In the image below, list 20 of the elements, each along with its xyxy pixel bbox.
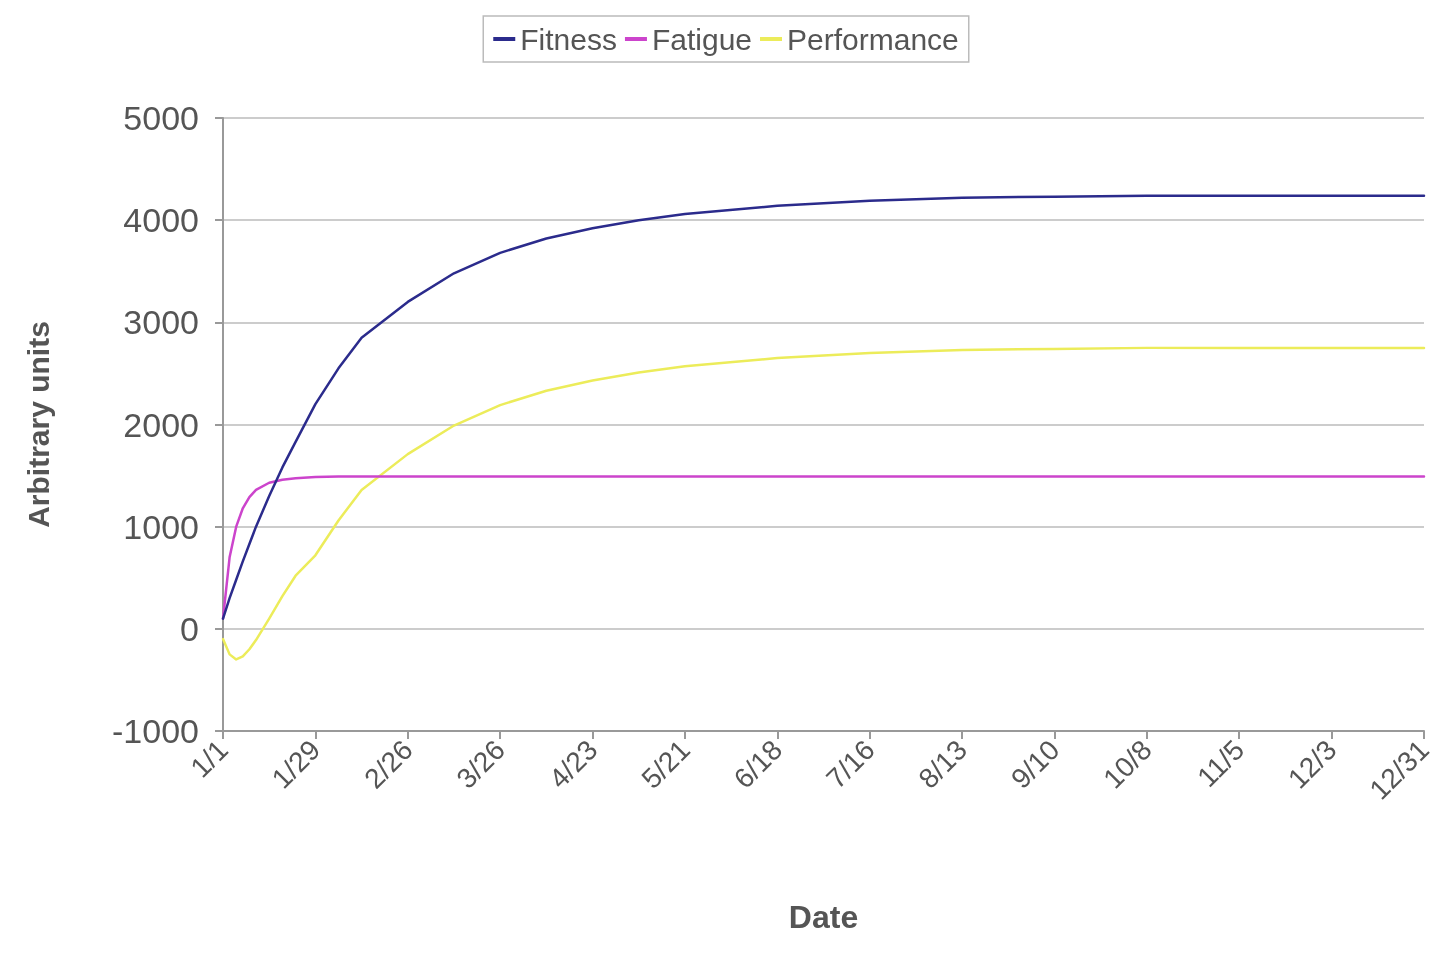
y-tick-label: 3000 [123, 303, 199, 342]
x-tick-label: 7/16 [820, 734, 881, 795]
x-tick-label: 8/13 [912, 734, 974, 795]
y-tick-label: -1000 [112, 712, 199, 750]
legend-label: Fitness [520, 22, 617, 56]
y-axis-title: Arbitrary units [21, 321, 55, 528]
y-tick-label: 5000 [123, 99, 199, 137]
y-tick-label: 1000 [123, 507, 199, 546]
x-axis-title: Date [788, 899, 859, 935]
x-tick-label: 11/5 [1191, 734, 1251, 794]
legend-label: Fatigue [651, 22, 753, 56]
legend-label: Performance [787, 22, 959, 56]
x-tick-label: 3/26 [450, 734, 512, 795]
x-tick-label: 9/10 [1004, 734, 1066, 795]
y-tick-label: 0 [180, 609, 199, 648]
y-tick-label: 4000 [123, 201, 199, 240]
x-tick-label: 6/18 [727, 734, 789, 795]
x-tick-label: 4/23 [543, 734, 604, 795]
y-tick-label: 2000 [123, 405, 199, 444]
x-tick-label: 5/21 [635, 734, 696, 795]
